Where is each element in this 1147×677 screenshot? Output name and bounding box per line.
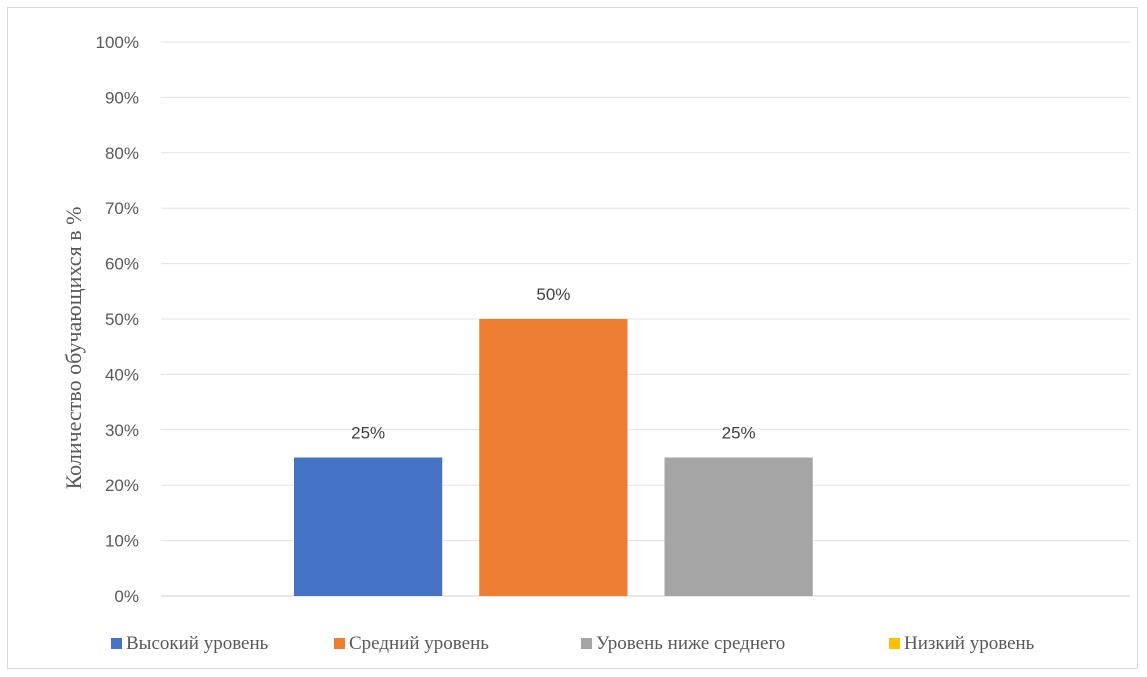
legend-label: Уровень ниже среднего xyxy=(596,633,785,654)
data-label: 50% xyxy=(536,285,570,304)
y-tick-label: 100% xyxy=(96,33,139,52)
bar xyxy=(664,457,813,596)
data-label: 25% xyxy=(351,424,385,443)
data-label: 25% xyxy=(722,424,756,443)
data-labels: 25% 50% 25% xyxy=(351,285,756,443)
y-axis-label: Количество обучающихся в % xyxy=(61,207,86,490)
legend-label: Средний уровень xyxy=(349,633,489,654)
bar xyxy=(294,457,443,596)
y-tick-label: 40% xyxy=(105,365,139,384)
bar-chart: 0% 10% 20% 30% 40% 50% 60% 70% 80% 90% 100% 25% 50%… xyxy=(61,33,1130,654)
y-tick-label: 20% xyxy=(105,476,139,495)
y-tick-label: 0% xyxy=(114,587,139,606)
y-tick-label: 70% xyxy=(105,199,139,218)
legend-swatch xyxy=(334,638,345,649)
y-tick-label: 30% xyxy=(105,421,139,440)
legend-swatch xyxy=(889,638,900,649)
bar xyxy=(479,319,628,596)
y-tick-label: 10% xyxy=(105,532,139,551)
legend-swatch xyxy=(111,638,122,649)
y-tick-label: 50% xyxy=(105,310,139,329)
legend-label: Низкий уровень xyxy=(904,633,1035,654)
y-tick-label: 80% xyxy=(105,144,139,163)
legend-swatch xyxy=(581,638,592,649)
y-axis-ticks: 0% 10% 20% 30% 40% 50% 60% 70% 80% 90% 100% xyxy=(96,33,139,606)
legend: Высокий уровень Средний уровень Уровень ни… xyxy=(111,633,1035,654)
chart-frame: 0% 10% 20% 30% 40% 50% 60% 70% 80% 90% 100% 25% 50%… xyxy=(7,7,1138,669)
y-tick-label: 90% xyxy=(105,88,139,107)
legend-label: Высокий уровень xyxy=(126,633,269,654)
y-tick-label: 60% xyxy=(105,255,139,274)
bars xyxy=(294,319,813,596)
